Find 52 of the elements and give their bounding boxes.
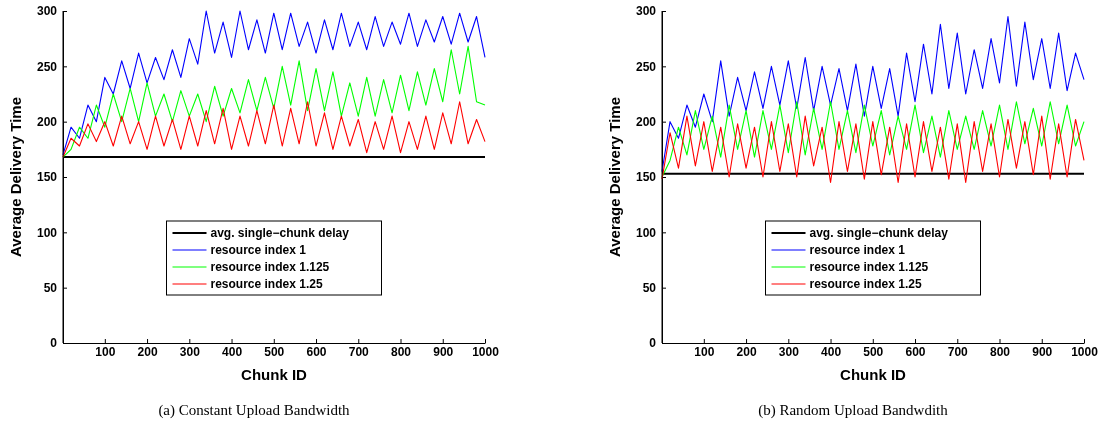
- x-tick-label: 100: [694, 344, 715, 359]
- x-tick-label: 500: [264, 344, 285, 359]
- line-series: [661, 115, 1085, 184]
- legend-label: resource index 1.25: [809, 277, 922, 291]
- x-tick-label: 700: [348, 344, 370, 359]
- x-axis-title: Chunk ID: [840, 366, 907, 383]
- y-tick-label: 200: [635, 115, 657, 130]
- x-tick-label: 1000: [472, 344, 500, 359]
- y-tick-label: 300: [36, 4, 58, 19]
- x-tick-label: 800: [391, 344, 412, 359]
- y-tick-label: 0: [649, 336, 657, 351]
- x-tick-label: 600: [306, 344, 327, 359]
- y-tick-label: 0: [50, 336, 58, 351]
- legend-label: resource index 1.125: [809, 260, 929, 274]
- line-series: [661, 101, 1085, 178]
- y-tick-label: 200: [36, 115, 58, 130]
- legend-label: avg. single−chunk delay: [809, 226, 949, 240]
- x-tick-label: 700: [947, 344, 969, 359]
- legend-label: resource index 1.125: [210, 260, 330, 274]
- y-tick-label: 250: [36, 59, 58, 74]
- x-tick-label: 1000: [1071, 344, 1099, 359]
- line-series: [62, 101, 486, 158]
- text: (b) Random Upload Bandwdith: [758, 402, 949, 419]
- x-tick-label: 900: [433, 344, 454, 359]
- x-tick-label: 200: [736, 344, 757, 359]
- legend-label: resource index 1: [210, 243, 307, 257]
- y-tick-label: 50: [43, 281, 58, 296]
- x-tick-label: 900: [1032, 344, 1053, 359]
- x-axis-title: Chunk ID: [241, 366, 308, 383]
- legend-label: resource index 1.25: [210, 277, 323, 291]
- line-series: [62, 45, 486, 158]
- x-tick-label: 200: [137, 344, 158, 359]
- y-tick-label: 100: [635, 225, 657, 240]
- y-axis-title: Average Delivery Time: [7, 96, 24, 258]
- x-tick-label: 100: [95, 344, 116, 359]
- x-tick-label: 300: [778, 344, 800, 359]
- y-tick-label: 100: [36, 225, 58, 240]
- y-axis-title: Average Delivery Time: [606, 96, 623, 258]
- x-tick-label: 400: [222, 344, 243, 359]
- y-tick-label: 150: [36, 170, 58, 185]
- y-tick-label: 300: [635, 4, 657, 19]
- x-tick-label: 500: [863, 344, 884, 359]
- y-tick-label: 250: [635, 59, 657, 74]
- legend-label: resource index 1: [809, 243, 906, 257]
- legend-label: avg. single−chunk delay: [210, 226, 350, 240]
- x-tick-label: 800: [990, 344, 1011, 359]
- y-tick-label: 50: [642, 281, 657, 296]
- x-tick-label: 600: [905, 344, 926, 359]
- x-tick-label: 300: [179, 344, 201, 359]
- x-tick-label: 400: [821, 344, 842, 359]
- y-tick-label: 150: [635, 170, 657, 185]
- text: (a) Constant Upload Bandwidth: [158, 402, 351, 419]
